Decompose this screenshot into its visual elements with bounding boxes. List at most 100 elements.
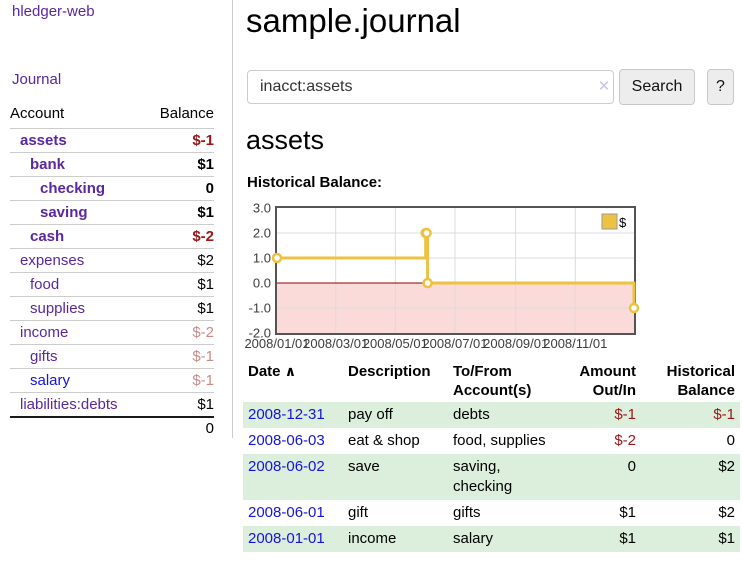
chart-title-label: Historical Balance: — [247, 174, 383, 191]
sort-ascending-icon[interactable]: ∧ — [284, 363, 297, 379]
account-link-checking[interactable]: checking — [40, 180, 106, 197]
account-link-supplies[interactable]: supplies — [30, 300, 86, 317]
account-row: checking 0 — [10, 176, 214, 201]
account-row: food $1 — [10, 272, 214, 297]
accounts-header-account: Account — [10, 105, 65, 122]
account-link-expenses[interactable]: expenses — [20, 252, 85, 269]
historical-balance-chart: $3.0 2.0 1.0 0.0 -1.0 -2.0 2008/01/01 2008/03/0… — [243, 201, 742, 355]
account-link-liabilities-debts[interactable]: liabilities:debts — [20, 396, 118, 413]
app-brand-link[interactable]: hledger-web — [12, 3, 95, 20]
transaction-balance: $-1 — [713, 406, 735, 423]
accounts-header-balance: Balance — [159, 105, 214, 122]
search-button[interactable]: Search — [619, 69, 695, 105]
legend-label: $ — [619, 215, 627, 230]
x-axis-tick-label: 2008/03/01 — [303, 336, 368, 351]
account-balance: $1 — [145, 272, 214, 297]
account-link-bank[interactable]: bank — [30, 156, 66, 173]
transaction-amount: $1 — [619, 530, 636, 547]
account-row: gifts $-1 — [10, 344, 214, 369]
transaction-description: pay off — [348, 406, 393, 423]
x-axis-tick-label: 2008/09/01 — [483, 336, 548, 351]
account-link-income[interactable]: income — [20, 324, 69, 341]
y-axis-tick-label: -2.0 — [249, 326, 271, 341]
account-row: expenses $2 — [10, 248, 214, 273]
transaction-description: gift — [348, 504, 369, 521]
account-row: liabilities:debts $1 — [10, 392, 214, 417]
transaction-amount: $-2 — [614, 432, 636, 449]
accounts-total-row: 0 — [10, 416, 214, 440]
account-balance: $-2 — [145, 224, 214, 249]
y-axis-tick-label: 1.0 — [253, 251, 271, 266]
account-row: supplies $1 — [10, 296, 214, 321]
data-point-marker — [271, 252, 283, 264]
transaction-balance: $2 — [718, 504, 735, 521]
transaction-accounts: food, supplies — [453, 432, 546, 449]
y-axis-tick-label: -1.0 — [249, 301, 271, 316]
data-point-marker — [422, 277, 433, 289]
account-balance: $1 — [145, 200, 214, 225]
register-header-row: Date ∧ Description To/From Account(s) Am… — [243, 360, 740, 402]
register-header-accounts: To/From Account(s) — [453, 363, 532, 399]
register-header-amount: Amount Out/In — [579, 363, 636, 399]
search-help-button[interactable]: ? — [707, 69, 734, 105]
transaction-accounts: saving, checking — [453, 458, 513, 495]
search-input[interactable] — [247, 70, 614, 104]
accounts-table-header: Account Balance — [10, 102, 214, 129]
accounts-table: Account Balance assets $-1 bank $1 checking 0… — [10, 102, 214, 440]
register-header-balance: Historical Balance — [666, 363, 735, 399]
transaction-row: 2008-06-01 gift gifts $1 $2 — [243, 500, 740, 526]
account-balance: $1 — [145, 296, 214, 321]
x-axis-tick-label: 2008/05/01 — [363, 336, 428, 351]
accounts-total-value: 0 — [10, 416, 214, 440]
account-row: income $-2 — [10, 320, 214, 345]
transaction-row: 2008-06-03 eat & shop food, supplies $-2 0 — [243, 428, 740, 454]
transaction-accounts: debts — [453, 406, 490, 423]
transaction-date-link[interactable]: 2008-01-01 — [248, 530, 325, 547]
transaction-date-link[interactable]: 2008-06-03 — [248, 432, 325, 449]
account-balance: $2 — [145, 248, 214, 273]
transaction-balance: 0 — [726, 432, 735, 449]
account-balance: $1 — [145, 392, 214, 417]
legend-swatch-icon — [601, 213, 618, 230]
data-point-marker — [421, 227, 432, 239]
account-link-assets[interactable]: assets — [20, 132, 67, 149]
y-axis-tick-label: 2.0 — [253, 226, 271, 241]
account-balance: $-2 — [145, 320, 214, 345]
transaction-date-link[interactable]: 2008-06-02 — [248, 458, 325, 475]
account-balance: $1 — [145, 152, 214, 177]
sidebar-item-journal[interactable]: Journal — [12, 71, 62, 88]
account-row: assets $-1 — [10, 128, 214, 153]
account-row: saving $1 — [10, 200, 214, 225]
account-balance: $-1 — [145, 344, 214, 369]
account-link-salary[interactable]: salary — [30, 372, 71, 389]
page-title: sample.journal — [246, 2, 461, 39]
transaction-date-link[interactable]: 2008-06-01 — [248, 504, 325, 521]
transaction-row: 2008-01-01 income salary $1 $1 — [243, 526, 740, 552]
account-link-gifts[interactable]: gifts — [30, 348, 58, 365]
transaction-description: eat & shop — [348, 432, 420, 449]
transaction-balance: $1 — [718, 530, 735, 547]
transaction-amount: $1 — [619, 504, 636, 521]
account-row: bank $1 — [10, 152, 214, 177]
transaction-accounts: gifts — [453, 504, 481, 521]
register-header-date[interactable]: Date ∧ — [248, 363, 297, 380]
transaction-date-link[interactable]: 2008-12-31 — [248, 406, 325, 423]
y-axis-tick-label: 0.0 — [253, 276, 271, 291]
x-axis-tick-label: 2008/07/01 — [422, 336, 487, 351]
register-table: Date ∧ Description To/From Account(s) Am… — [243, 360, 740, 552]
transaction-row: 2008-06-02 save saving, checking 0 $2 — [243, 454, 740, 500]
transaction-accounts: salary — [453, 530, 494, 547]
account-row: cash $-2 — [10, 224, 214, 249]
plot-border — [275, 206, 636, 335]
clear-search-icon[interactable]: ✕ — [597, 78, 611, 95]
account-link-food[interactable]: food — [30, 276, 60, 293]
transaction-description: income — [348, 530, 397, 547]
transaction-description: save — [348, 458, 380, 475]
account-link-saving[interactable]: saving — [40, 204, 88, 221]
transaction-row: 2008-12-31 pay off debts $-1 $-1 — [243, 402, 740, 428]
account-balance: $-1 — [145, 368, 214, 393]
transaction-balance: $2 — [718, 458, 735, 475]
account-link-cash[interactable]: cash — [30, 228, 65, 245]
account-balance: 0 — [145, 176, 214, 201]
y-axis-tick-label: 3.0 — [253, 201, 271, 216]
